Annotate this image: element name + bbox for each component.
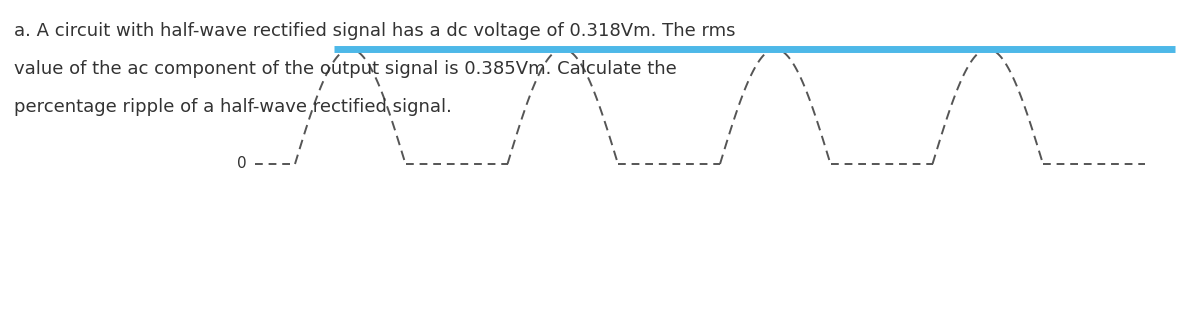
Text: value of the ac component of the output signal is 0.385Vm. Calculate the: value of the ac component of the output … — [14, 60, 676, 78]
Text: 0: 0 — [238, 156, 247, 171]
Text: percentage ripple of a half-wave rectified signal.: percentage ripple of a half-wave rectifi… — [14, 98, 452, 116]
Text: a. A circuit with half-wave rectified signal has a dc voltage of 0.318Vm. The rm: a. A circuit with half-wave rectified si… — [14, 22, 735, 40]
